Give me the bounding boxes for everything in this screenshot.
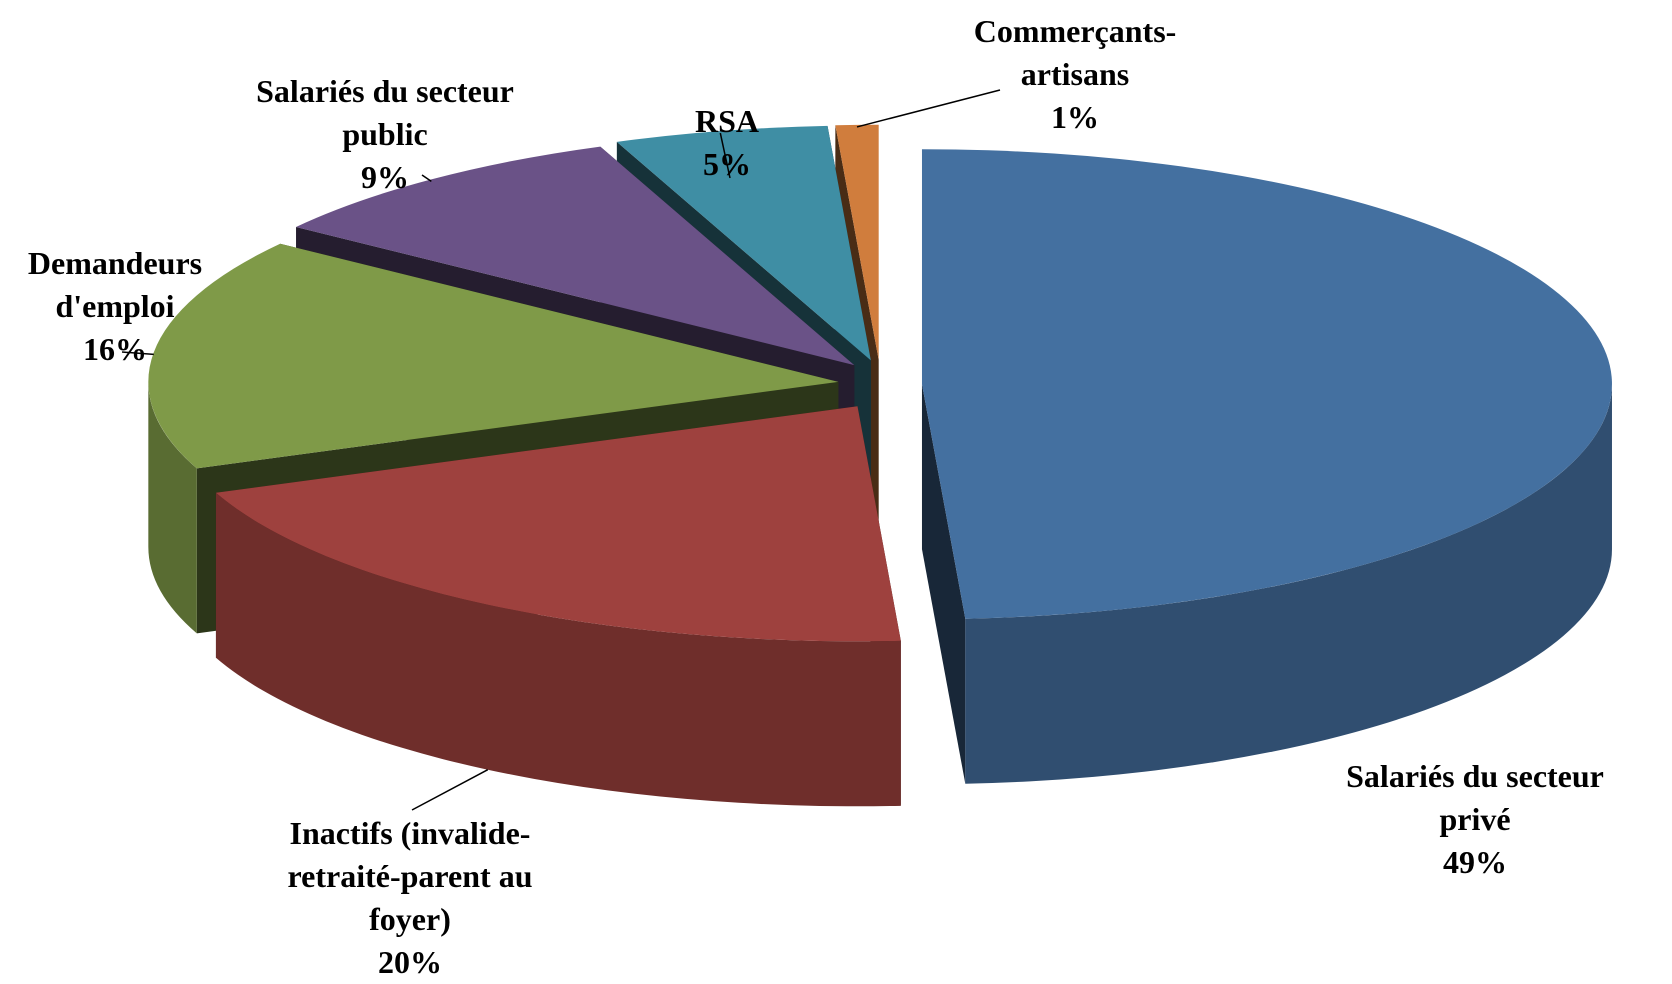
slice-top xyxy=(215,406,901,642)
percent-label: 5% xyxy=(703,146,751,182)
category-label: Salariés du secteur public xyxy=(256,73,514,152)
slice-wall xyxy=(965,384,1612,784)
slice xyxy=(215,406,901,807)
leader-line xyxy=(121,351,154,356)
leader-line xyxy=(411,769,489,811)
data-label: Demandeurs d'emploi 16% xyxy=(5,242,225,371)
category-label: Salariés du secteur privé xyxy=(1346,758,1604,837)
category-label: Inactifs (invalide-retraité-parent au fo… xyxy=(287,815,533,937)
category-label: Demandeurs d'emploi xyxy=(27,245,203,324)
data-label: Inactifs (invalide-retraité-parent au fo… xyxy=(260,812,560,984)
slice xyxy=(921,149,1612,784)
slice-top xyxy=(148,243,839,469)
category-label: Commerçants-artisans xyxy=(973,13,1177,92)
leader-line xyxy=(856,89,1001,128)
percent-label: 20% xyxy=(378,944,442,980)
percent-label: 9% xyxy=(361,159,409,195)
percent-label: 16% xyxy=(83,331,147,367)
slice-top xyxy=(296,146,855,366)
data-label: Salariés du secteur public 9% xyxy=(225,70,545,199)
data-label: RSA 5% xyxy=(667,100,787,186)
data-label: Salariés du secteur privé 49% xyxy=(1315,755,1635,884)
slice-wall xyxy=(215,492,901,807)
leader-line xyxy=(719,132,731,179)
leader-line xyxy=(421,174,432,183)
data-label: Commerçants-artisans 1% xyxy=(945,10,1205,139)
slice-top xyxy=(835,124,879,360)
category-label: RSA xyxy=(694,103,759,139)
slice-top xyxy=(921,149,1612,619)
slice-side xyxy=(921,384,966,784)
percent-label: 49% xyxy=(1443,844,1507,880)
slice-top xyxy=(616,125,871,361)
percent-label: 1% xyxy=(1051,99,1099,135)
slice-wall xyxy=(148,381,197,634)
